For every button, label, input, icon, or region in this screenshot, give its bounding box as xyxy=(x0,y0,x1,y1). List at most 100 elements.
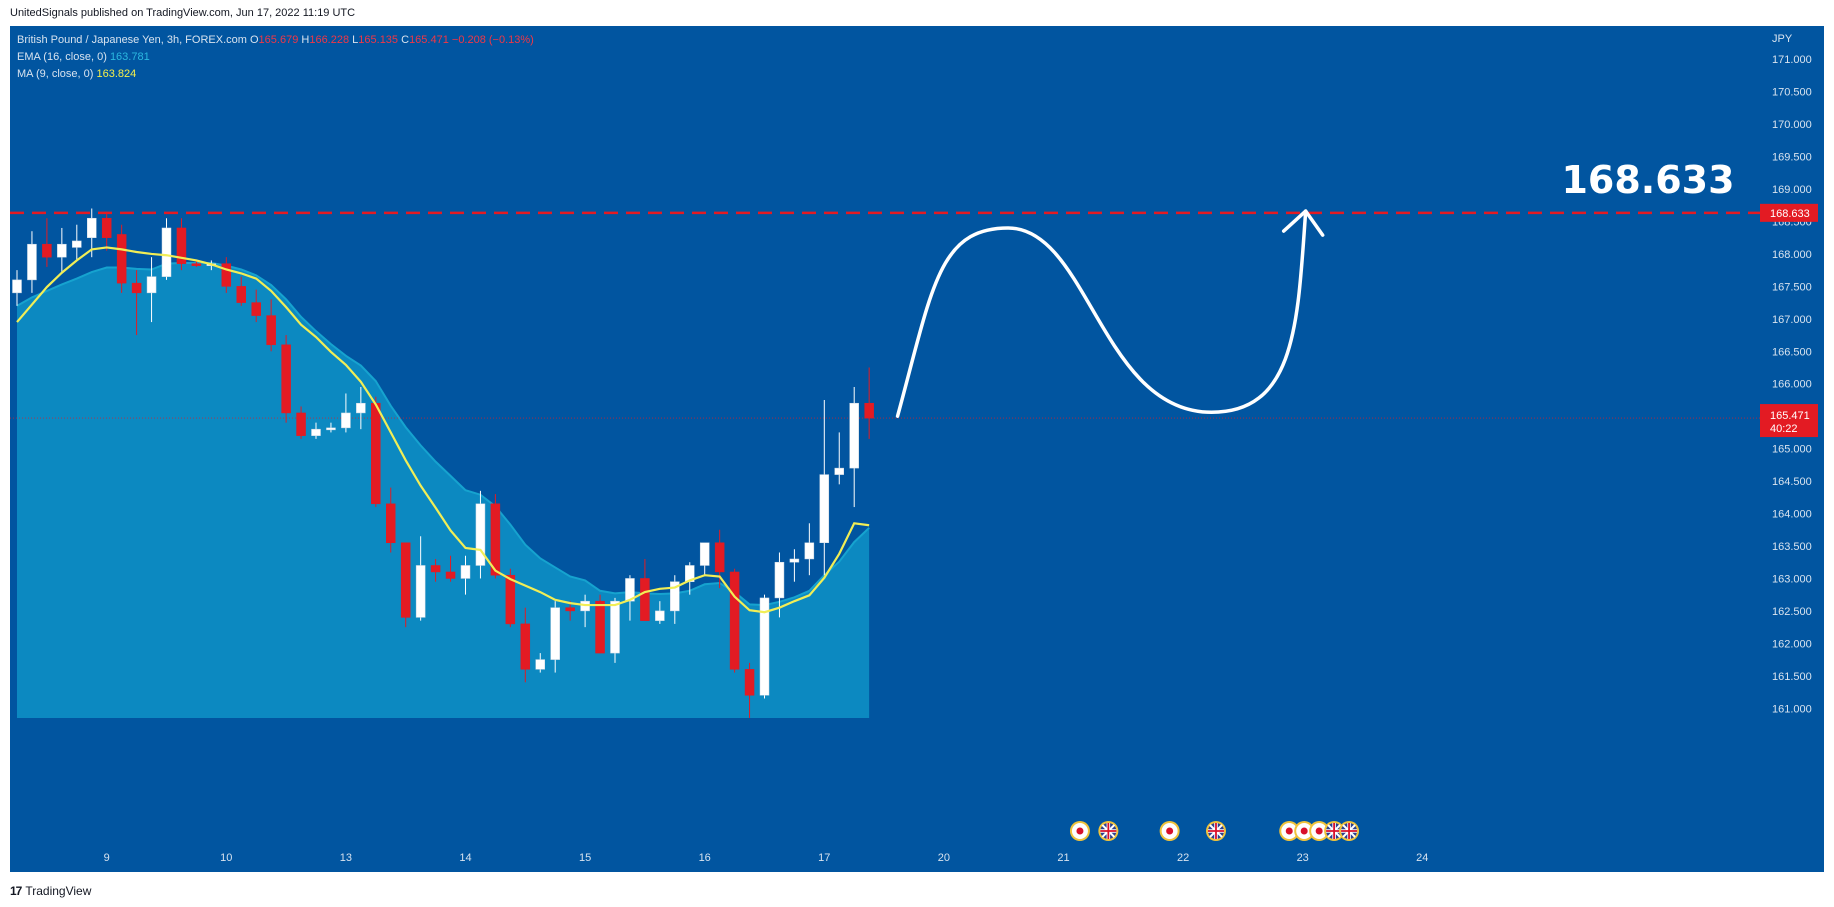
candle-body xyxy=(296,412,306,436)
japan-flag-icon xyxy=(1279,821,1300,841)
candle xyxy=(744,662,755,718)
legend-ma-row[interactable]: MA (9, close, 0) 163.824 xyxy=(17,68,136,80)
candle-body xyxy=(236,286,246,303)
candle xyxy=(595,594,605,654)
y-tick-label: 162.000 xyxy=(1772,638,1812,650)
x-tick-label: 17 xyxy=(818,852,830,864)
candle xyxy=(685,562,695,595)
candle-body xyxy=(371,402,381,505)
candle xyxy=(371,396,381,508)
candle xyxy=(146,257,157,323)
publish-line: UnitedSignals published on TradingView.c… xyxy=(10,7,356,19)
candle-body xyxy=(311,428,321,436)
y-tick-label: 166.500 xyxy=(1772,346,1812,358)
candle xyxy=(430,558,441,582)
candle-body xyxy=(670,581,680,612)
uk-flag-icon xyxy=(1205,821,1226,841)
candle-body xyxy=(535,659,545,670)
y-tick-label: 169.500 xyxy=(1772,152,1812,164)
candle xyxy=(640,558,650,621)
y-tick-label: 161.000 xyxy=(1772,703,1812,715)
low-label: L xyxy=(352,34,359,46)
candle-body xyxy=(699,542,710,566)
x-tick-label: 13 xyxy=(340,852,352,864)
x-tick-label: 16 xyxy=(699,852,711,864)
ma-label: MA (9, close, 0) xyxy=(17,68,94,80)
close-value: 165.471 xyxy=(409,34,449,46)
candle xyxy=(789,549,800,582)
candle-body xyxy=(72,240,82,248)
flag-cross-red xyxy=(1100,823,1117,839)
candle-body xyxy=(520,623,531,670)
target-price-tag-label: 168.633 xyxy=(1770,208,1810,220)
y-tick-label: 163.000 xyxy=(1772,573,1812,585)
candle xyxy=(670,575,680,624)
candle xyxy=(655,601,665,624)
candle xyxy=(415,536,426,621)
candle-body xyxy=(341,412,351,429)
x-tick-label: 14 xyxy=(459,852,471,864)
japan-flag-icon xyxy=(1159,821,1180,841)
last-price-tag-label: 165.471 xyxy=(1770,410,1810,422)
candle xyxy=(699,542,710,576)
candle xyxy=(101,211,112,251)
footer-brand: TradingView xyxy=(25,884,92,898)
candle xyxy=(565,601,575,621)
y-tick-label: 168.000 xyxy=(1772,249,1812,261)
candle xyxy=(610,597,620,663)
candle-body xyxy=(729,571,740,670)
symbol-name[interactable]: British Pound / Japanese Yen, 3h, FOREX.… xyxy=(17,34,247,46)
candle xyxy=(520,607,531,683)
ema-area xyxy=(17,263,870,718)
candle-body xyxy=(565,607,575,612)
candle-body xyxy=(400,542,411,618)
candle xyxy=(251,289,261,323)
y-tick-label: 167.000 xyxy=(1772,314,1812,326)
ma-line xyxy=(16,246,870,614)
candle xyxy=(834,432,844,485)
candle xyxy=(176,218,187,271)
flag-cross-red xyxy=(1341,823,1358,839)
low-value: 165.135 xyxy=(358,34,399,46)
candle xyxy=(849,386,859,508)
footer[interactable]: 17 TradingView xyxy=(10,884,91,898)
candle-body xyxy=(415,565,426,618)
candle-body xyxy=(505,574,516,625)
candle-body xyxy=(490,503,501,576)
candle-body xyxy=(386,503,396,544)
flag-sun xyxy=(1285,827,1293,835)
candle xyxy=(131,270,142,336)
candle-body xyxy=(759,597,770,696)
candle-body xyxy=(146,276,157,294)
flag-sun xyxy=(1315,827,1323,835)
candle xyxy=(266,299,276,352)
candle xyxy=(281,335,291,423)
candle-body xyxy=(266,315,276,346)
legend-ema-row[interactable]: EMA (16, close, 0) 163.781 xyxy=(17,51,150,63)
candle xyxy=(27,231,37,293)
y-tick-label: 171.000 xyxy=(1772,54,1812,66)
candle xyxy=(236,276,246,306)
y-tick-label: 164.500 xyxy=(1772,476,1812,488)
y-tick-label: 163.500 xyxy=(1772,541,1812,553)
candle xyxy=(714,529,725,589)
candle-body xyxy=(281,344,291,414)
candle-body xyxy=(116,234,127,284)
candle-body xyxy=(849,402,859,469)
candle-body xyxy=(176,227,187,264)
candle-body xyxy=(131,282,142,294)
candle xyxy=(116,224,127,293)
candle xyxy=(400,542,411,628)
candle xyxy=(161,218,172,280)
close-label: C xyxy=(401,34,410,46)
countdown-label: 40:22 xyxy=(1770,423,1798,435)
axis-layer: JPY 161.000 161.500 162.000 162.500 163.000 16… xyxy=(104,33,1818,864)
y-tick-label: 162.500 xyxy=(1772,606,1812,618)
candle-body xyxy=(101,217,112,238)
candle xyxy=(341,393,351,433)
candle-body xyxy=(595,600,605,654)
candle-body xyxy=(251,302,261,316)
uk-flag-icon xyxy=(1339,821,1360,841)
candle-body xyxy=(326,427,336,431)
